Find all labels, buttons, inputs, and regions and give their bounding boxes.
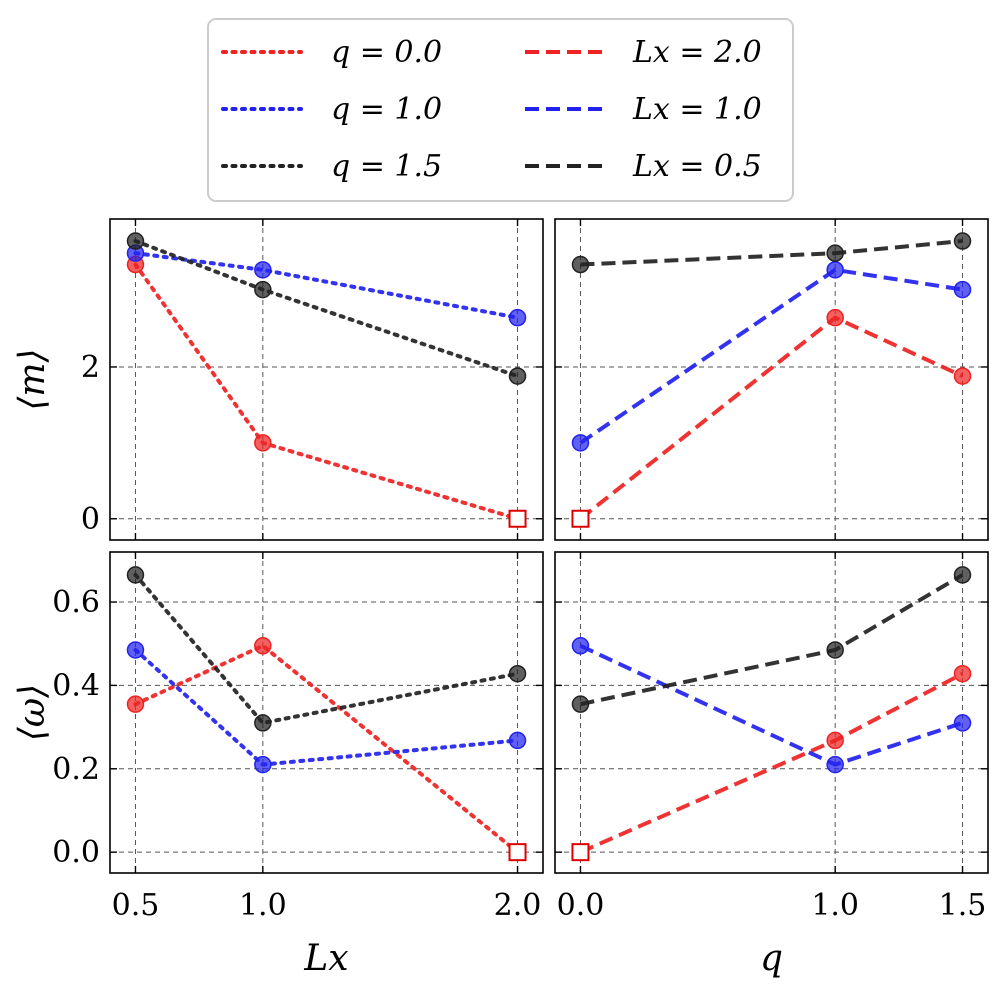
data-point xyxy=(255,757,271,773)
data-point xyxy=(572,638,588,654)
data-point xyxy=(827,262,843,278)
data-point xyxy=(955,368,971,384)
y-axis-label: ⟨m⟩ xyxy=(12,348,53,410)
legend-label: q = 0.0 xyxy=(331,35,442,70)
legend-label: Lx = 1.0 xyxy=(632,92,762,127)
x-axis-label: q xyxy=(760,938,783,979)
y-tick-label: 0.2 xyxy=(52,752,100,787)
series-lx-1-0 xyxy=(572,638,970,773)
series-q-0-0 xyxy=(127,257,525,527)
data-point xyxy=(955,282,971,298)
data-point xyxy=(127,642,143,658)
data-point xyxy=(572,696,588,712)
x-tick-label: 1.5 xyxy=(939,888,987,923)
data-point xyxy=(255,638,271,654)
panel-m_vs_q xyxy=(555,219,988,540)
x-tick-label: 1.0 xyxy=(811,888,859,923)
figure: q = 0.0 q = 1.0 q = 1.5 Lx = 2.0 Lx = 1.0 Lx … xyxy=(0,0,1000,1000)
series-lx-2-0 xyxy=(572,310,970,527)
data-point xyxy=(955,233,971,249)
data-point-square xyxy=(572,511,588,527)
series-q-1-0 xyxy=(127,245,525,326)
x-tick-label: 1.0 xyxy=(239,888,287,923)
series-lx-1-0 xyxy=(572,262,970,451)
y-tick-label: 2 xyxy=(81,350,100,385)
legend-label: q = 1.0 xyxy=(331,92,442,127)
series-line xyxy=(580,674,962,852)
x-axis-label: Lx xyxy=(303,938,348,979)
series-line xyxy=(135,646,517,852)
legend-label: Lx = 0.5 xyxy=(632,149,762,184)
data-point xyxy=(510,368,526,384)
series-q-1-0 xyxy=(127,642,525,773)
series-lx-0-5 xyxy=(572,233,970,273)
data-point xyxy=(827,245,843,261)
legend-label: Lx = 2.0 xyxy=(632,35,762,70)
series-line xyxy=(580,575,962,704)
series-line xyxy=(580,241,962,265)
series-line xyxy=(135,265,517,519)
legend-label: q = 1.5 xyxy=(331,149,442,184)
series-line xyxy=(135,650,517,765)
data-point xyxy=(127,696,143,712)
data-point xyxy=(955,666,971,682)
data-point-square xyxy=(572,844,588,860)
y-tick-label: 0.6 xyxy=(52,585,100,620)
data-point xyxy=(827,732,843,748)
data-point xyxy=(955,567,971,583)
data-point xyxy=(827,642,843,658)
data-point xyxy=(572,257,588,273)
data-point xyxy=(572,435,588,451)
data-point xyxy=(255,282,271,298)
axes-frame xyxy=(110,219,543,540)
data-point xyxy=(255,715,271,731)
panel-w_vs_Lx: 0.5 1.0 2.0 0.0 0.2 0.4 0.6 ⟨ω⟩ Lx xyxy=(12,552,543,979)
data-point-square xyxy=(510,844,526,860)
series-q-0-0 xyxy=(127,638,525,860)
y-tick-label: 0.4 xyxy=(52,668,100,703)
y-tick-label: 0.0 xyxy=(52,835,100,870)
x-tick-label: 2.0 xyxy=(494,888,542,923)
data-point xyxy=(827,757,843,773)
series-lx-0-5 xyxy=(572,567,970,712)
data-point xyxy=(127,233,143,249)
panel-m_vs_Lx: 0 2 ⟨m⟩ xyxy=(12,219,543,540)
data-point xyxy=(510,666,526,682)
data-point-square xyxy=(510,511,526,527)
x-tick-label: 0.0 xyxy=(557,888,605,923)
data-point xyxy=(955,715,971,731)
data-point xyxy=(510,310,526,326)
data-point xyxy=(510,732,526,748)
panels: 0 2 ⟨m⟩ 0.5 1.0 2.0 0.0 0.2 0.4 0.6 ⟨ω⟩ Lx 0.0 1.0 1.5… xyxy=(12,219,988,979)
data-point xyxy=(255,262,271,278)
axes-frame xyxy=(555,219,988,540)
panel-w_vs_q: 0.0 1.0 1.5 q xyxy=(555,552,988,979)
data-point xyxy=(255,435,271,451)
y-tick-label: 0 xyxy=(81,502,100,537)
series-line xyxy=(135,241,517,376)
series-line xyxy=(580,270,962,443)
y-axis-label: ⟨ω⟩ xyxy=(12,684,53,741)
series-q-1-5 xyxy=(127,567,525,731)
legend: q = 0.0 q = 1.0 q = 1.5 Lx = 2.0 Lx = 1.0 Lx … xyxy=(208,19,793,201)
x-tick-label: 0.5 xyxy=(112,888,160,923)
data-point xyxy=(827,310,843,326)
data-point xyxy=(127,567,143,583)
series-line xyxy=(580,318,962,519)
